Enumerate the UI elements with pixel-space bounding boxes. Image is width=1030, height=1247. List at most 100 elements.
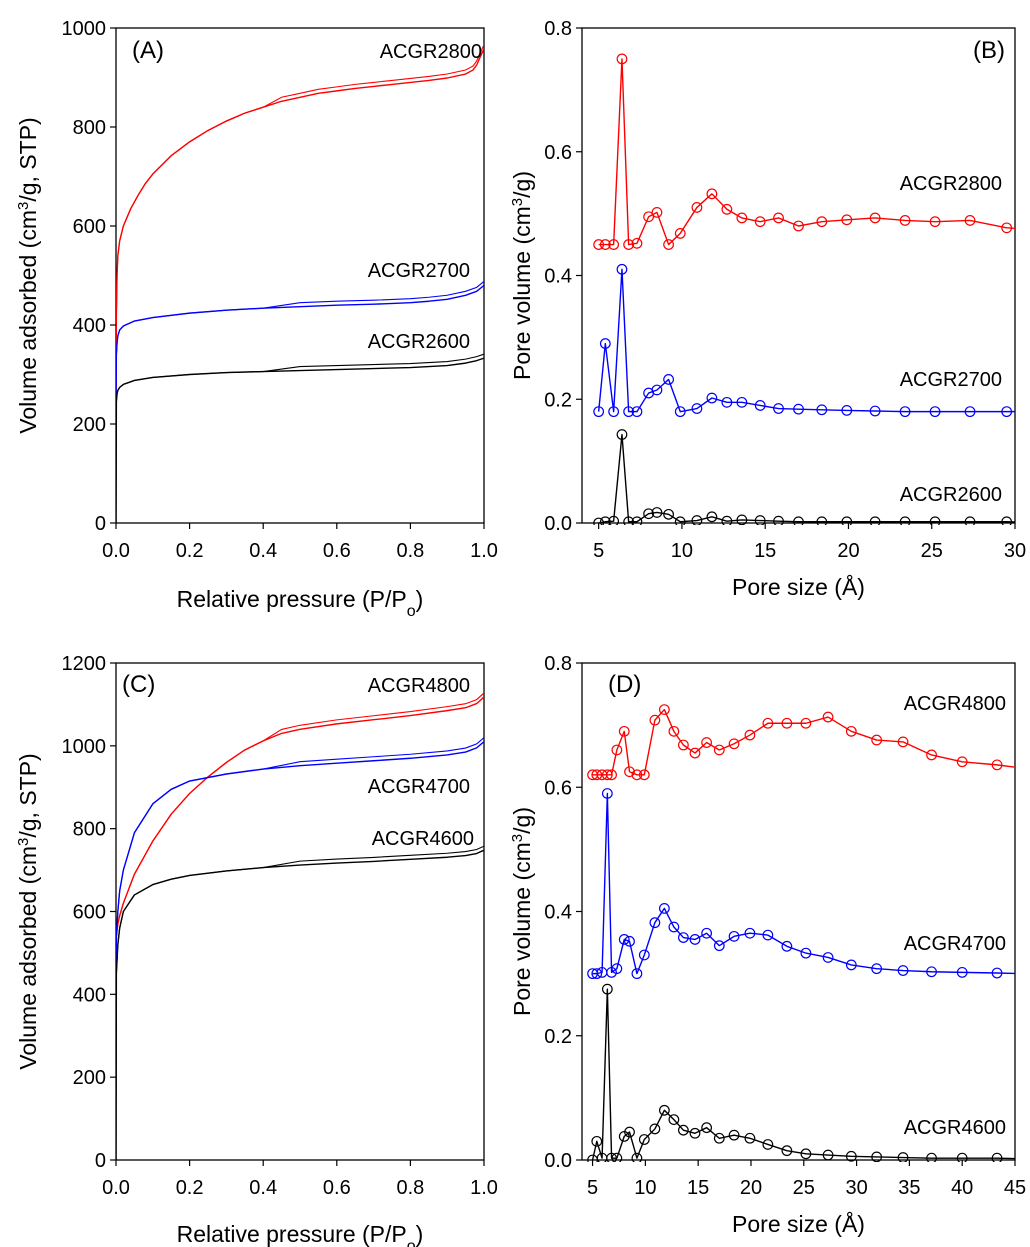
- data-point: [956, 966, 968, 978]
- data-point: [736, 212, 748, 224]
- y-tick-label: 0.2: [544, 1026, 572, 1048]
- x-axis-title: Relative pressure (P/Po): [177, 586, 424, 620]
- data-point: [663, 239, 674, 250]
- data-point: [677, 1124, 689, 1136]
- data-point: [593, 406, 605, 418]
- data-point: [956, 1152, 968, 1162]
- data-point: [611, 744, 623, 756]
- data-point: [816, 404, 828, 416]
- data-point: [871, 1151, 883, 1162]
- data-point: [616, 263, 628, 275]
- data-point: [964, 406, 976, 418]
- data-point: [649, 1123, 661, 1135]
- x-tick-label: 20: [740, 1177, 762, 1199]
- data-point: [773, 212, 784, 224]
- y-tick-label: 0.0: [544, 1150, 572, 1172]
- series-line-acgr2600: [598, 433, 1015, 524]
- series-desorption-acgr4800: [116, 692, 484, 982]
- data-point: [691, 515, 703, 525]
- series-desorption-acgr2700: [116, 280, 484, 400]
- data-point: [744, 729, 756, 741]
- data-point: [800, 717, 812, 729]
- data-point: [897, 965, 909, 976]
- y-tick-label: 600: [73, 902, 106, 924]
- data-point: [897, 736, 909, 748]
- data-point: [601, 788, 613, 799]
- y-tick-label: 0.4: [544, 902, 572, 924]
- data-point: [631, 1152, 643, 1162]
- data-point: [754, 400, 766, 411]
- data-point: [651, 206, 663, 218]
- data-point: [691, 202, 703, 213]
- y-axis-title: Pore volume (cm3/g): [509, 807, 536, 1016]
- series-label-acgr4700: ACGR4700: [904, 933, 1006, 955]
- data-point: [1001, 222, 1013, 234]
- data-point: [591, 1135, 603, 1147]
- y-tick-label: 1000: [62, 736, 107, 758]
- data-point: [845, 725, 857, 737]
- data-point: [591, 968, 603, 980]
- data-point: [991, 759, 1003, 771]
- series-line-acgr2700: [597, 268, 1015, 413]
- data-point: [616, 53, 628, 65]
- data-point: [623, 239, 635, 250]
- data-point: [601, 769, 613, 781]
- y-tick-label: 800: [73, 819, 106, 841]
- data-point: [638, 1134, 650, 1145]
- y-tick-label: 0.6: [544, 777, 572, 799]
- series-label-acgr4700: ACGR4700: [368, 776, 470, 798]
- series-label-acgr4600: ACGR4600: [904, 1117, 1006, 1139]
- data-point: [754, 515, 766, 525]
- data-point: [623, 406, 635, 418]
- x-tick-label: 35: [898, 1177, 920, 1199]
- y-tick-label: 0.4: [544, 266, 572, 288]
- data-point: [611, 963, 623, 975]
- x-tick-label: 0.4: [249, 540, 277, 562]
- data-point: [1021, 1154, 1030, 1164]
- data-point: [822, 1149, 834, 1161]
- data-point: [926, 1152, 937, 1162]
- data-point: [929, 406, 941, 418]
- data-point: [706, 511, 718, 523]
- data-point: [728, 930, 740, 942]
- data-point: [616, 429, 628, 440]
- data-point: [651, 384, 663, 396]
- y-tick-label: 1200: [62, 653, 107, 675]
- y-tick-label: 800: [73, 117, 106, 139]
- data-point: [736, 396, 748, 408]
- series-desorption-acgr2800: [116, 44, 484, 400]
- data-point: [869, 405, 881, 417]
- x-axis-title: Pore size (Å): [732, 1210, 865, 1237]
- x-axis-title: Pore size (Å): [732, 573, 865, 600]
- x-tick-label: 0.8: [396, 1177, 424, 1199]
- data-point: [618, 934, 630, 945]
- data-point: [591, 769, 603, 781]
- data-point: [631, 769, 643, 781]
- data-point: [618, 725, 630, 737]
- panel-label: (B): [973, 37, 1005, 64]
- data-point: [631, 237, 643, 249]
- data-point: [608, 515, 620, 525]
- y-tick-label: 0: [95, 1150, 106, 1172]
- series-group: [587, 704, 1030, 1164]
- data-point: [677, 739, 689, 751]
- data-point: [899, 406, 911, 418]
- x-tick-label: 5: [587, 1177, 598, 1199]
- y-tick-label: 0.0: [544, 513, 572, 535]
- x-tick-label: 10: [634, 1177, 656, 1199]
- x-tick-label: 0.2: [176, 540, 204, 562]
- x-tick-label: 30: [845, 1177, 867, 1199]
- data-point: [658, 704, 670, 715]
- data-point: [926, 749, 937, 761]
- series-label-acgr2800: ACGR2800: [380, 41, 482, 63]
- data-point: [658, 1104, 670, 1116]
- data-point: [624, 935, 635, 947]
- data-point: [713, 940, 725, 952]
- y-tick-label: 1000: [62, 18, 107, 40]
- data-point: [869, 212, 881, 224]
- series-line-acgr4600: [116, 849, 484, 1161]
- data-point: [631, 968, 643, 980]
- data-point: [701, 927, 713, 939]
- plot-frame: [581, 27, 1016, 524]
